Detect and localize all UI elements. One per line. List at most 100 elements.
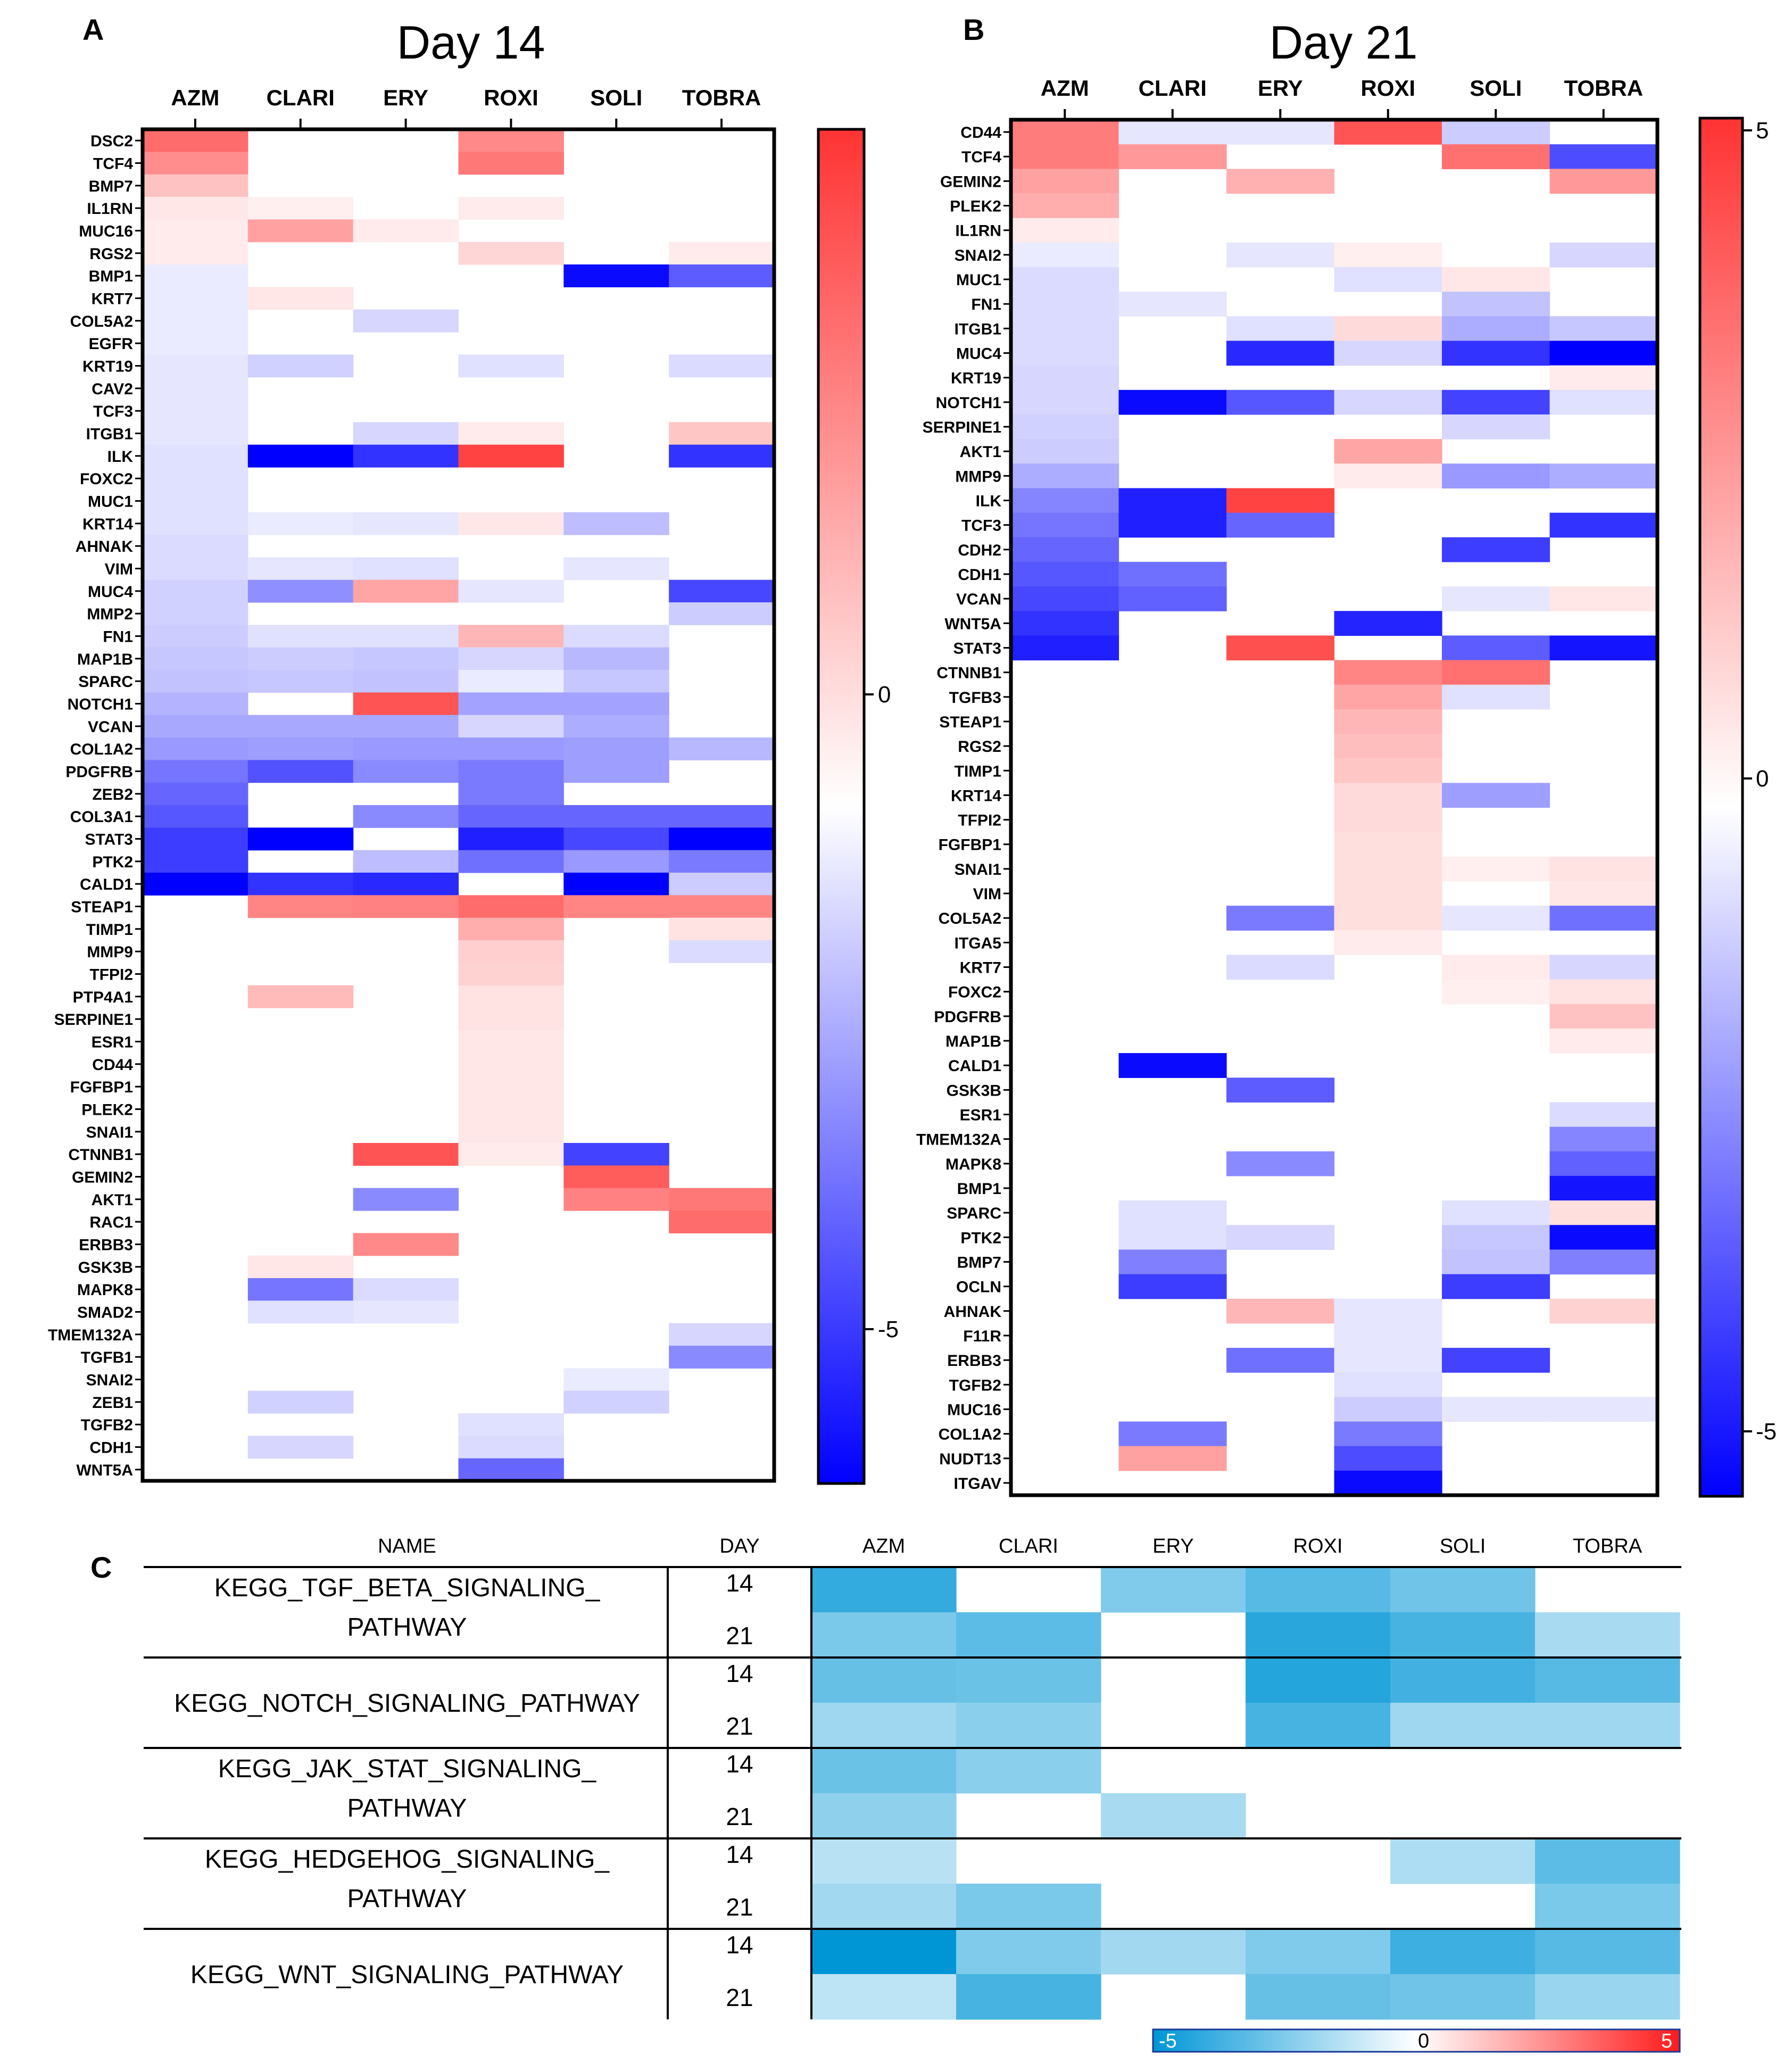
heatmap-cell <box>563 737 669 760</box>
heatmap-cell <box>458 1008 564 1031</box>
heatmap-cell <box>458 760 564 783</box>
heatmap-cell <box>1011 389 1119 415</box>
heatmap-cell <box>1334 120 1442 145</box>
heatmap-cell <box>143 490 248 513</box>
row-label: AKT1 <box>960 443 1001 461</box>
column-label: ROXI <box>484 85 538 110</box>
row-label: GSK3B <box>78 1259 133 1277</box>
table-column-header: CLARI <box>999 1535 1058 1557</box>
heatmap-cell <box>247 827 354 851</box>
heatmap-cell <box>143 873 248 896</box>
row-label: CALD1 <box>948 1057 1001 1075</box>
heatmap-cell <box>1226 169 1335 194</box>
heatmap-cell <box>143 670 248 693</box>
pathway-cell <box>956 1884 1101 1929</box>
pathway-name: KEGG_NOTCH_SIGNALING_PATHWAY <box>174 1689 640 1718</box>
heatmap-cell <box>1442 463 1550 489</box>
table-column-header: SOLI <box>1440 1535 1486 1557</box>
heatmap-cell <box>143 715 248 738</box>
panel-a-title: Day 14 <box>397 16 545 69</box>
heatmap-b: CD44 TCF4 GEMIN2 PLEK2 IL1RN SNAI2 MUC1 FN1 ITGB… <box>916 76 1660 1497</box>
heatmap-cell <box>247 715 354 738</box>
heatmap-cell <box>1549 856 1658 882</box>
heatmap-cell <box>1334 832 1442 857</box>
heatmap-cell <box>1226 1298 1335 1324</box>
pathway-cell <box>956 1657 1101 1703</box>
heatmap-cell <box>1549 1102 1658 1128</box>
heatmap-cell <box>1334 1470 1442 1496</box>
heatmap-cell <box>247 557 354 581</box>
heatmap-cell <box>1442 660 1550 685</box>
heatmap-cell <box>143 782 248 806</box>
row-label: GSK3B <box>947 1082 1001 1099</box>
heatmap-cell <box>458 512 564 535</box>
heatmap-cell <box>1549 1249 1658 1275</box>
heatmap-cell <box>247 737 354 760</box>
heatmap-cell <box>143 444 248 468</box>
heatmap-cell <box>143 625 248 648</box>
heatmap-cell <box>458 850 564 873</box>
row-label: MUC4 <box>956 345 1001 363</box>
heatmap-cell <box>1334 783 1442 808</box>
row-label: TGFB1 <box>81 1349 133 1366</box>
row-label: TCF4 <box>93 155 133 173</box>
row-label: SMAD2 <box>77 1304 133 1322</box>
row-label: RGS2 <box>958 738 1001 756</box>
heatmap-cell <box>669 895 775 918</box>
row-label: COL1A2 <box>70 741 133 758</box>
pathway-day: 21 <box>726 1712 753 1740</box>
heatmap-cell <box>247 760 354 783</box>
colorbar-b-tick-label: 5 <box>1756 118 1769 144</box>
heatmap-cell <box>143 264 248 287</box>
panel-c-label: C <box>90 1551 112 1584</box>
pathway-day: 21 <box>726 1803 753 1830</box>
heatmap-cell <box>1549 1126 1658 1152</box>
row-label: BMP7 <box>957 1254 1001 1271</box>
heatmap-cell <box>563 805 669 828</box>
heatmap-cell <box>458 242 564 265</box>
row-label: MUC4 <box>88 583 133 601</box>
heatmap-cell <box>247 647 354 670</box>
row-label: NUDT13 <box>939 1451 1001 1468</box>
heatmap-cell <box>1549 463 1658 489</box>
pathway-cell <box>811 1612 957 1658</box>
heatmap-cell <box>143 512 248 535</box>
column-label: CLARI <box>1139 76 1207 101</box>
heatmap-cell <box>1118 586 1227 611</box>
heatmap-cell <box>143 827 248 851</box>
pathway-cell <box>811 1884 957 1929</box>
heatmap-cell <box>1118 1200 1227 1225</box>
heatmap-cell <box>1334 1298 1442 1324</box>
row-label: VCAN <box>956 591 1001 608</box>
row-label: KRT14 <box>951 787 1001 805</box>
heatmap-cell <box>143 242 248 265</box>
heatmap-cell <box>143 850 248 873</box>
pathway-cell <box>811 1567 957 1613</box>
heatmap-cell <box>458 647 564 670</box>
heatmap-cell <box>1011 537 1119 562</box>
heatmap-cell <box>1442 389 1550 415</box>
heatmap-cell <box>1442 635 1550 661</box>
row-label: CTNNB1 <box>936 665 1001 682</box>
row-label: SERPINE1 <box>923 419 1001 436</box>
row-label: ILK <box>976 492 1002 510</box>
row-label: SNAI1 <box>86 1124 133 1141</box>
row-label: CDH1 <box>89 1439 133 1457</box>
heatmap-cell <box>1226 1225 1335 1250</box>
row-label: TMEM132A <box>916 1131 1001 1149</box>
row-label: CD44 <box>960 124 1001 142</box>
heatmap-cell <box>458 715 564 738</box>
row-label: BMP1 <box>957 1180 1001 1198</box>
heatmap-cell <box>143 174 248 197</box>
row-label: ERBB3 <box>79 1237 133 1254</box>
heatmap-cell <box>1226 1151 1335 1176</box>
heatmap-cell <box>458 354 564 378</box>
heatmap-cell <box>1334 930 1442 956</box>
row-label: CDH2 <box>958 542 1001 559</box>
row-label: TCF3 <box>961 517 1001 535</box>
row-label: PTK2 <box>960 1229 1001 1247</box>
heatmap-cell <box>143 737 248 760</box>
row-label: ITGA5 <box>955 934 1001 952</box>
pathway-cell <box>1101 1567 1246 1613</box>
heatmap-cell <box>247 1436 354 1459</box>
